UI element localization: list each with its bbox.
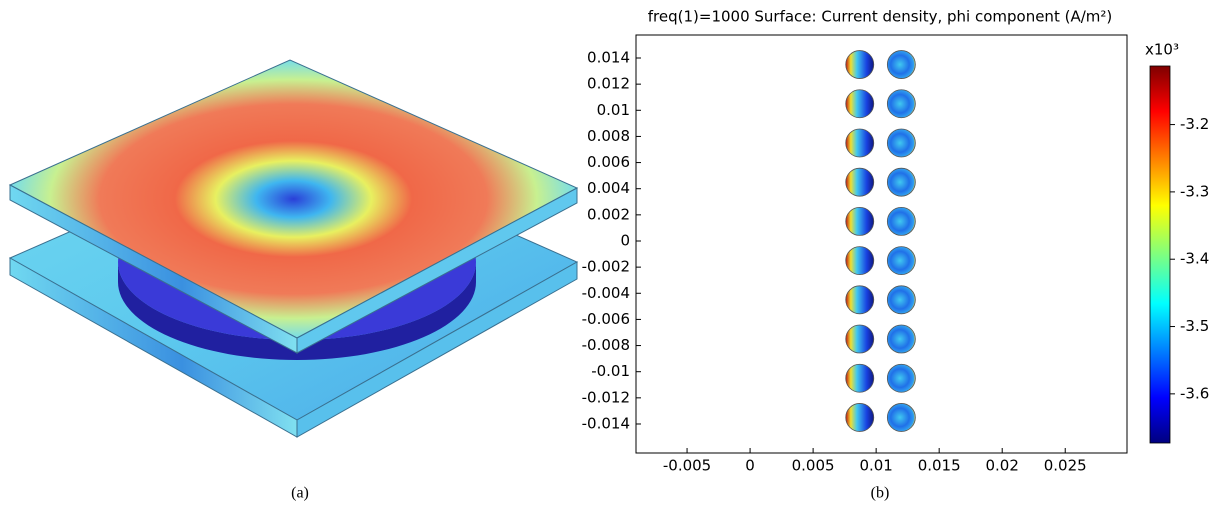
- figure: (a) (b) freq(1)=1000 Surface: Current de…: [0, 0, 1217, 506]
- current-density-disc: [846, 325, 874, 353]
- colorbar: [1150, 66, 1170, 443]
- caption: (b): [871, 485, 890, 502]
- current-density-disc: [887, 129, 915, 157]
- plot-frame: [636, 35, 1127, 453]
- y-tick-label: 0: [620, 231, 630, 249]
- current-density-disc: [846, 364, 874, 392]
- y-tick-label: 0.014: [587, 49, 630, 67]
- current-density-disc: [887, 364, 915, 392]
- colorbar-tick-label: -3.6: [1180, 384, 1209, 402]
- current-density-disc: [887, 403, 915, 431]
- y-tick-label: -0.002: [582, 258, 630, 276]
- y-tick-label: 0.004: [587, 179, 630, 197]
- y-tick-label: -0.014: [582, 414, 630, 432]
- current-density-disc: [887, 168, 915, 196]
- x-tick-label: 0.01: [859, 457, 892, 475]
- panel-a-render: [10, 60, 577, 437]
- colorbar-tick-label: -3.2: [1180, 115, 1209, 133]
- current-density-disc: [846, 403, 874, 431]
- x-tick-label: 0.025: [1044, 457, 1087, 475]
- current-density-disc: [846, 168, 874, 196]
- current-density-disc: [846, 247, 874, 275]
- y-tick-label: -0.008: [582, 336, 630, 354]
- current-density-disc: [846, 129, 874, 157]
- colorbar-tick-label: -3.4: [1180, 250, 1209, 268]
- y-tick-label: 0.008: [587, 127, 630, 145]
- current-density-disc: [846, 51, 874, 79]
- current-density-disc: [846, 286, 874, 314]
- current-density-disc: [887, 90, 915, 118]
- colorbar-tick-label: -3.5: [1180, 317, 1209, 335]
- current-density-disc: [887, 247, 915, 275]
- y-tick-label: 0.002: [587, 205, 630, 223]
- x-tick-label: 0.005: [792, 457, 835, 475]
- x-tick-label: 0.02: [985, 457, 1018, 475]
- x-tick-label: 0.015: [918, 457, 961, 475]
- x-tick-label: 0: [745, 457, 755, 475]
- current-density-disc: [887, 207, 915, 235]
- y-tick-label: -0.012: [582, 388, 630, 406]
- y-tick-label: 0.012: [587, 75, 630, 93]
- chart-title: freq(1)=1000 Surface: Current density, p…: [648, 8, 1112, 26]
- y-tick-label: 0.006: [587, 153, 630, 171]
- y-tick-label: -0.01: [591, 362, 630, 380]
- y-tick-label: -0.004: [582, 284, 630, 302]
- y-tick-label: -0.006: [582, 310, 630, 328]
- current-density-disc: [846, 207, 874, 235]
- caption: (a): [291, 485, 309, 502]
- colorbar-tick-label: -3.3: [1180, 182, 1209, 200]
- y-tick-label: 0.01: [597, 101, 630, 119]
- current-density-disc: [846, 90, 874, 118]
- current-density-disc: [887, 286, 915, 314]
- current-density-disc: [887, 325, 915, 353]
- x-tick-label: -0.005: [663, 457, 711, 475]
- colorbar-label: x10³: [1145, 41, 1179, 59]
- current-density-disc: [887, 51, 915, 79]
